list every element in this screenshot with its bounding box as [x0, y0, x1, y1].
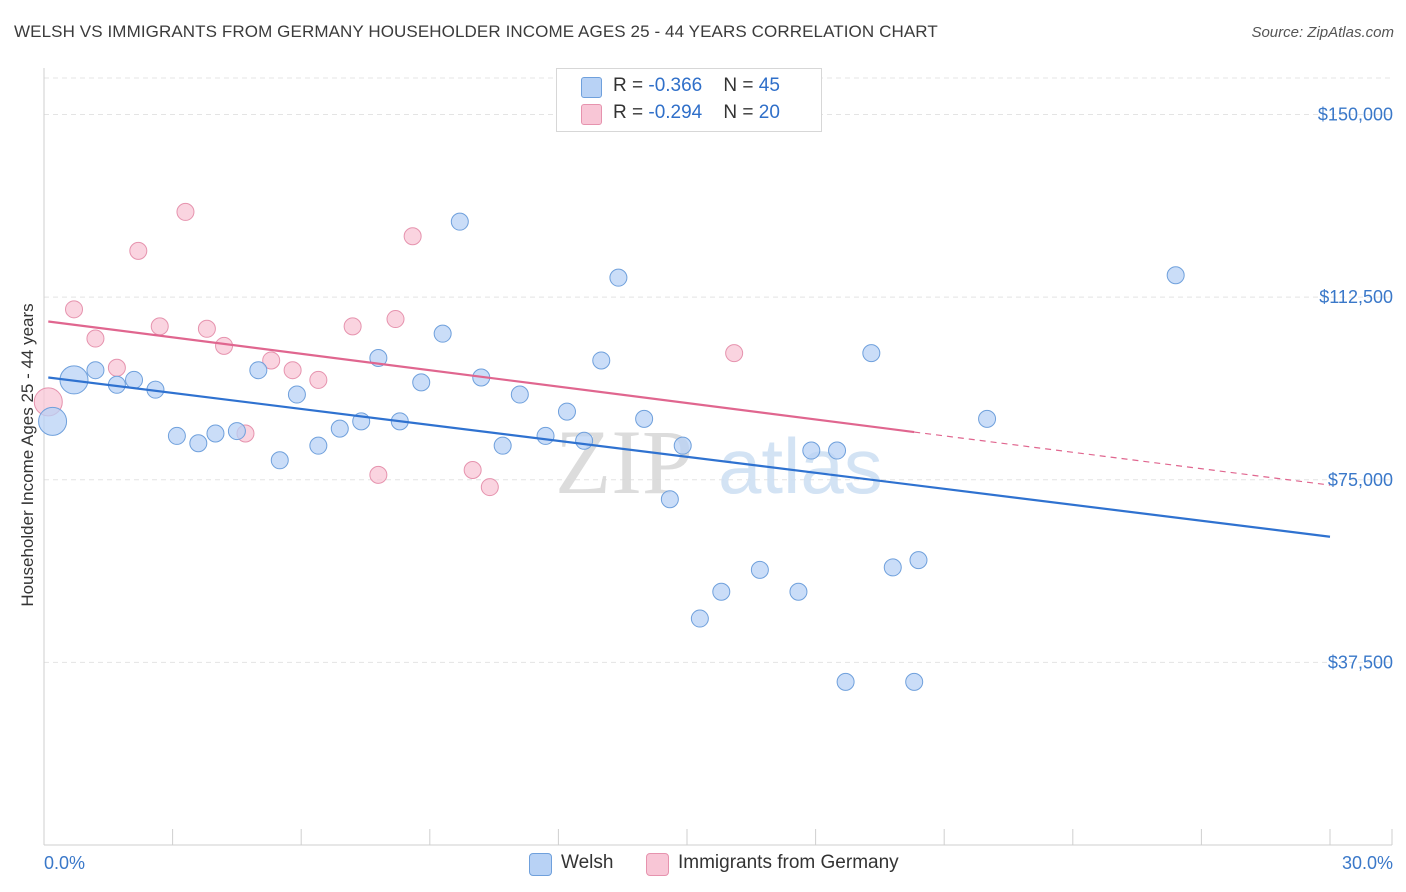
- germany-point: [343, 317, 362, 336]
- welsh-point: [909, 551, 928, 570]
- germany-point: [65, 300, 84, 319]
- welsh-point: [828, 441, 847, 460]
- chart-title: WELSH VS IMMIGRANTS FROM GERMANY HOUSEHO…: [14, 22, 938, 41]
- welsh-point: [905, 672, 924, 691]
- watermark: ZIP atlas: [555, 411, 883, 513]
- grid: [44, 77, 1392, 663]
- welsh-point: [227, 422, 246, 441]
- germany-trend-extension: [914, 431, 1331, 486]
- points: [33, 202, 1185, 691]
- welsh-point: [450, 212, 469, 231]
- welsh-point: [412, 373, 431, 392]
- germany-point: [463, 461, 482, 480]
- germany-point: [150, 317, 169, 336]
- germany-swatch: [581, 104, 602, 125]
- welsh-point: [836, 672, 855, 691]
- welsh-point: [712, 582, 731, 601]
- welsh-point: [802, 441, 821, 460]
- welsh-point: [125, 370, 144, 389]
- welsh-point: [575, 431, 594, 450]
- axes: [43, 68, 1393, 846]
- legend-welsh-text: R = -0.366 N = 45: [613, 75, 780, 96]
- welsh-point: [883, 558, 902, 577]
- y-tick-label: $37,500: [1328, 652, 1393, 672]
- welsh-point: [750, 560, 769, 579]
- germany-point: [309, 370, 328, 389]
- germany-point: [480, 478, 499, 497]
- welsh-point: [1166, 266, 1185, 285]
- stats-legend: R = -0.366 N = 45 R = -0.294 N = 20: [556, 68, 822, 132]
- germany-trend-line: [48, 320, 915, 434]
- welsh-point: [270, 451, 289, 470]
- welsh-point: [690, 609, 709, 628]
- welsh-point: [309, 436, 328, 455]
- welsh-legend-label: Welsh: [561, 852, 614, 873]
- germany-legend-label: Immigrants from Germany: [678, 852, 899, 873]
- germany-point: [262, 351, 281, 370]
- germany-point: [176, 202, 195, 221]
- germany-point: [369, 465, 388, 484]
- source-label: Source: ZipAtlas.com: [1251, 24, 1394, 41]
- welsh-legend-swatch: [529, 853, 552, 876]
- germany-point: [86, 329, 105, 348]
- y-tick-labels: $37,500 $75,000 $112,500 $150,000: [1318, 105, 1393, 673]
- welsh-point: [38, 406, 68, 436]
- x-tick-label-min: 0.0%: [44, 853, 85, 873]
- welsh-point: [330, 419, 349, 438]
- welsh-swatch: [581, 77, 602, 98]
- welsh-point: [206, 424, 225, 443]
- y-tick-label: $112,500: [1319, 287, 1393, 307]
- welsh-point: [673, 436, 692, 455]
- welsh-point: [789, 582, 808, 601]
- germany-point: [386, 310, 405, 329]
- germany-point: [403, 227, 422, 246]
- welsh-point: [86, 361, 105, 380]
- germany-point: [197, 319, 216, 338]
- germany-point: [129, 241, 148, 260]
- welsh-point: [660, 490, 679, 509]
- welsh-point: [287, 385, 306, 404]
- y-tick-label: $75,000: [1328, 470, 1393, 490]
- welsh-point: [493, 436, 512, 455]
- germany-point: [725, 344, 744, 363]
- welsh-point: [978, 409, 997, 428]
- germany-point: [283, 361, 302, 380]
- x-tick-label-max: 30.0%: [1342, 853, 1393, 873]
- welsh-point: [635, 409, 654, 428]
- watermark-atlas: atlas: [718, 422, 883, 510]
- y-tick-label: $150,000: [1318, 105, 1393, 125]
- welsh-trend-line: [48, 376, 1331, 538]
- germany-point: [107, 358, 126, 377]
- welsh-point: [862, 344, 881, 363]
- welsh-point: [167, 426, 186, 445]
- legend-germany-text: R = -0.294 N = 20: [613, 102, 780, 123]
- welsh-point: [592, 351, 611, 370]
- x-tick-labels: 0.0% 30.0%: [44, 853, 1393, 873]
- welsh-point: [433, 324, 452, 343]
- trend-lines: [48, 320, 1331, 538]
- welsh-point: [557, 402, 576, 421]
- welsh-point: [510, 385, 529, 404]
- welsh-point: [189, 434, 208, 453]
- germany-point: [215, 336, 234, 355]
- welsh-point: [536, 426, 555, 445]
- germany-legend-swatch: [646, 853, 669, 876]
- welsh-point: [609, 268, 628, 287]
- welsh-point: [249, 361, 268, 380]
